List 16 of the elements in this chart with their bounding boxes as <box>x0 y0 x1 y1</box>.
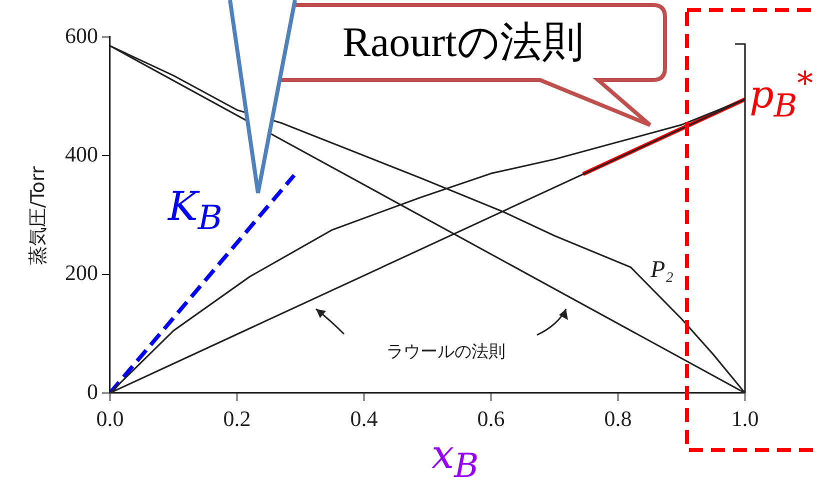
x-tick-label: 0.4 <box>350 406 378 431</box>
y-tick-label: 200 <box>65 260 98 286</box>
annotation: K$_{B}$ <box>168 184 222 236</box>
annotation: P₂ <box>650 257 674 283</box>
y-axis-title: 蒸気圧/Torr <box>26 166 48 264</box>
annotation: ラウールの法則 <box>386 342 506 362</box>
annotation: Raourtの法則 <box>342 20 584 66</box>
y-tick-label: 0 <box>87 378 98 404</box>
y-tick-label: 400 <box>65 141 98 166</box>
x-tick-label: 0.8 <box>604 406 632 431</box>
x-tick-label: 0.0 <box>96 406 124 431</box>
x-tick-label: 0.2 <box>223 406 251 431</box>
x-tick-label: 1.0 <box>731 406 759 431</box>
x-axis-title: x$_{B}$ <box>432 432 479 478</box>
y-tick-label: 600 <box>65 22 98 48</box>
x-tick-label: 0.6 <box>477 406 505 431</box>
